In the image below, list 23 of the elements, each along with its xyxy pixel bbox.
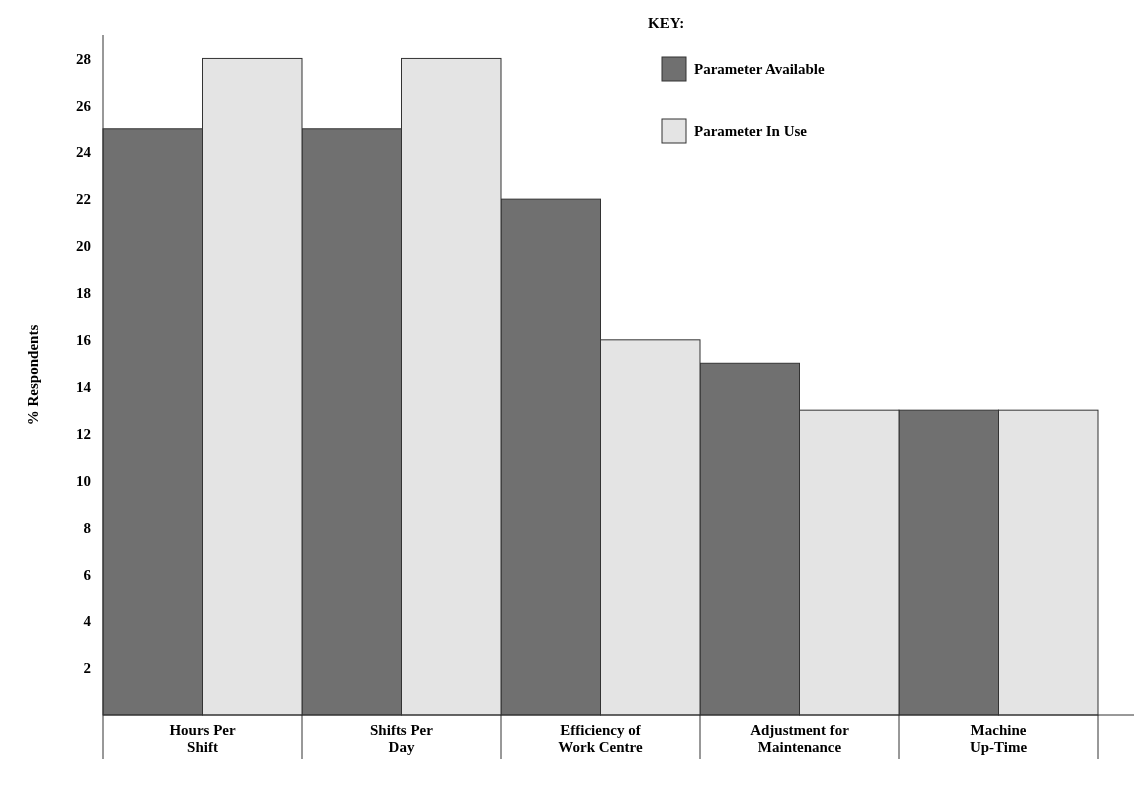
- x-tick-label: Hours Per Shift: [169, 722, 236, 755]
- x-tick-label: Adjustment for Maintenance: [750, 722, 850, 755]
- y-tick-label: 22: [76, 191, 91, 208]
- y-tick-label: 14: [76, 378, 92, 395]
- y-tick-label: 26: [76, 97, 92, 114]
- x-tick-label: Shifts Per Day: [370, 722, 434, 755]
- y-tick-label: 12: [76, 425, 91, 442]
- legend-title: KEY:: [648, 15, 685, 31]
- y-tick-label: 4: [83, 613, 92, 630]
- x-tick-label: Efficiency of Work Centre: [558, 722, 643, 755]
- legend-label: Parameter Available: [694, 61, 825, 78]
- legend-label: Parameter In Use: [694, 123, 808, 140]
- y-tick-label: 8: [83, 519, 91, 536]
- y-tick-label: 16: [76, 332, 92, 349]
- y-tick-label: 28: [76, 50, 91, 67]
- x-tick-label: Machine Up-Time: [969, 722, 1028, 755]
- y-tick-label: 2: [83, 660, 91, 677]
- y-tick-label: 6: [83, 566, 92, 583]
- y-tick-label: 18: [76, 285, 91, 302]
- y-tick-label: 20: [76, 238, 91, 255]
- y-axis-title: % Respondents: [25, 324, 41, 426]
- y-tick-label: 24: [76, 144, 92, 161]
- y-tick-label: 10: [76, 472, 91, 489]
